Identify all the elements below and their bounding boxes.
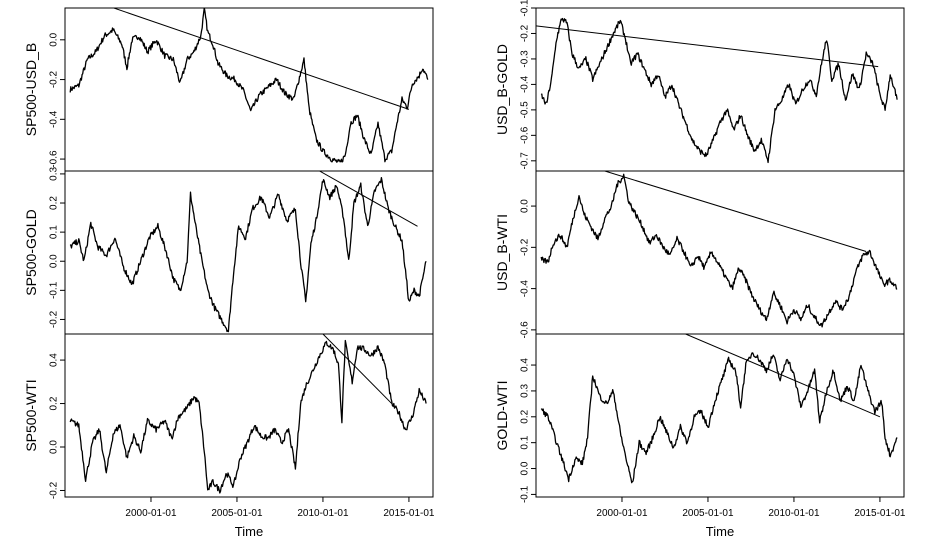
- y-tick-label: -0.1: [49, 281, 60, 299]
- x-tick-label: 2000-01-01: [125, 508, 177, 519]
- y-tick-label: 0.2: [520, 409, 531, 423]
- y-tick-label: -0.2: [520, 24, 531, 42]
- y-tick-label: -0.1: [520, 0, 531, 17]
- y-tick-label: 0.3: [520, 384, 531, 398]
- y-axis-label: USD_B-GOLD: [494, 44, 510, 135]
- y-axis-label: SP500-USD_B: [23, 43, 39, 136]
- series-line-5: [540, 173, 898, 328]
- y-tick-label: 0.0: [520, 461, 531, 475]
- y-tick-label: 0.2: [49, 396, 60, 410]
- y-axis-label: USD_B-WTI: [494, 214, 510, 291]
- panel-frame-3: [64, 333, 434, 498]
- y-tick-label: -0.2: [49, 481, 60, 499]
- y-tick-label: -0.6: [49, 150, 60, 168]
- series-line-6: [540, 352, 898, 484]
- y-tick-label: -0.7: [520, 152, 531, 170]
- trend-line-3: [322, 334, 393, 404]
- y-tick-label: 0.1: [49, 225, 60, 239]
- panel-frame-6: [535, 333, 905, 498]
- trend-line-2: [319, 171, 418, 227]
- series-line-4: [540, 17, 898, 164]
- y-axis-label: SP500-GOLD: [23, 209, 39, 295]
- y-tick-label: 0.0: [520, 199, 531, 213]
- x-axis-label: Time: [706, 524, 734, 539]
- panel-frame-1: [64, 7, 434, 172]
- x-tick-label: 2015-01-01: [383, 508, 435, 519]
- x-tick-label: 2010-01-01: [297, 508, 349, 519]
- y-tick-label: -0.6: [520, 321, 531, 339]
- y-tick-label: 0.4: [520, 358, 531, 372]
- y-tick-label: -0.1: [520, 485, 531, 503]
- trend-line-5: [604, 171, 867, 252]
- y-tick-label: 0.4: [49, 353, 60, 367]
- y-tick-label: -0.2: [49, 310, 60, 328]
- trend-line-1: [112, 8, 410, 110]
- series-line-1: [69, 8, 429, 163]
- y-tick-label: -0.2: [520, 238, 531, 256]
- trend-line-4: [536, 25, 879, 68]
- y-tick-label: 0.0: [49, 440, 60, 454]
- x-axis-label: Time: [235, 524, 263, 539]
- y-tick-label: 0.3: [49, 167, 60, 181]
- y-tick-label: -0.3: [520, 50, 531, 68]
- trend-line-6: [685, 334, 881, 418]
- y-tick-label: 0.1: [520, 435, 531, 449]
- y-tick-label: -0.2: [49, 71, 60, 89]
- y-tick-label: -0.5: [520, 101, 531, 119]
- x-tick-label: 2010-01-01: [768, 508, 820, 519]
- y-tick-label: -0.4: [49, 110, 60, 128]
- x-tick-label: 2005-01-01: [211, 508, 263, 519]
- y-tick-label: -0.4: [520, 280, 531, 298]
- y-tick-label: 0.0: [49, 254, 60, 268]
- x-tick-label: 2000-01-01: [596, 508, 648, 519]
- y-axis-label: SP500-WTI: [23, 379, 39, 451]
- y-tick-label: 0.0: [49, 32, 60, 46]
- y-tick-label: 0.2: [49, 196, 60, 210]
- series-line-2: [69, 176, 427, 333]
- series-line-3: [69, 339, 427, 494]
- y-tick-label: -0.4: [520, 75, 531, 93]
- x-tick-label: 2005-01-01: [682, 508, 734, 519]
- y-tick-label: -0.6: [520, 126, 531, 144]
- x-tick-label: 2015-01-01: [854, 508, 906, 519]
- panel-frame-5: [535, 170, 905, 335]
- y-axis-label: GOLD-WTI: [494, 381, 510, 451]
